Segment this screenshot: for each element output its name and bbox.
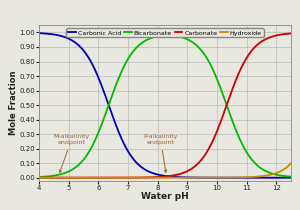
Y-axis label: Mole Fraction: Mole Fraction [9,71,18,135]
X-axis label: Water pH: Water pH [141,192,189,201]
Text: M-alkalinity
endpoint: M-alkalinity endpoint [53,134,90,173]
Legend: Carbonic Acid, Bicarbonate, Carbonate, Hydroxide: Carbonic Acid, Bicarbonate, Carbonate, H… [66,28,264,37]
Text: P-alkalinity
endpoint: P-alkalinity endpoint [143,134,178,172]
